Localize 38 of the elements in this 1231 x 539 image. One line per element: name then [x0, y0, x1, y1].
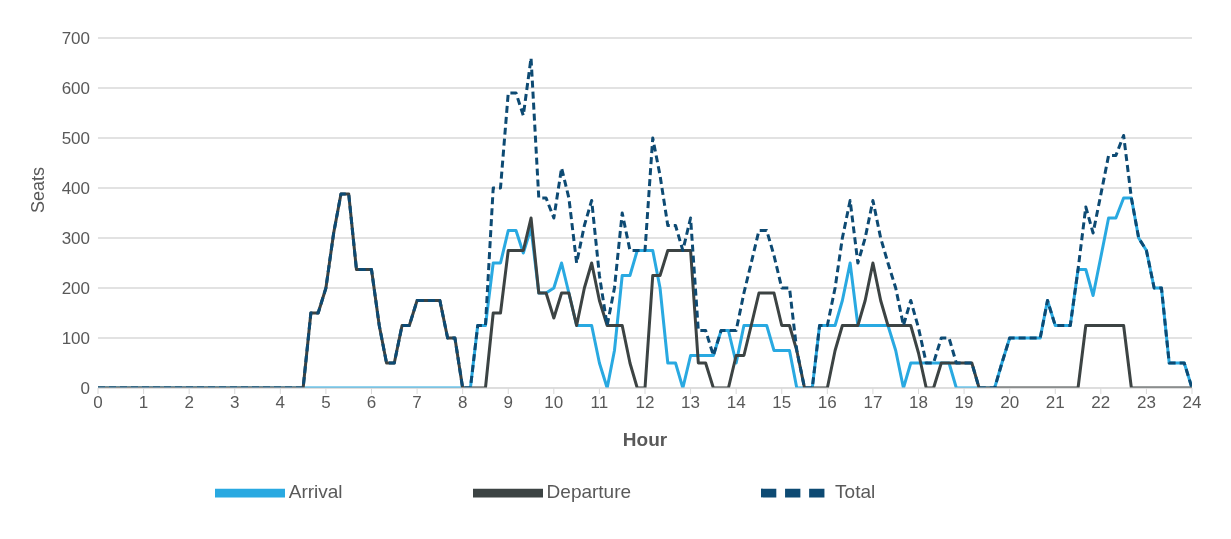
x-tick-label: 5	[321, 393, 331, 413]
x-tick-label: 2	[184, 393, 194, 413]
y-tick-label: 500	[61, 129, 90, 149]
x-tick-label: 21	[1045, 393, 1065, 413]
x-tick-label: 3	[230, 393, 240, 413]
y-axis-title: Seats	[28, 166, 49, 213]
x-tick-label: 23	[1136, 393, 1156, 413]
x-tick-label: 15	[772, 393, 792, 413]
legend-label: Arrival	[288, 481, 343, 503]
x-tick-label: 14	[726, 393, 746, 413]
y-tick-label: 600	[61, 79, 90, 99]
x-tick-label: 11	[590, 393, 609, 413]
x-tick-label: 22	[1091, 393, 1111, 413]
x-tick-label: 8	[457, 393, 468, 413]
y-tick-label: 300	[61, 229, 90, 249]
x-tick-label: 9	[503, 393, 513, 413]
y-tick-label: 100	[61, 329, 90, 349]
x-tick-label: 4	[275, 393, 286, 413]
x-tick-label: 17	[863, 393, 883, 413]
legend-label: Departure	[546, 481, 632, 503]
x-tick-label: 18	[909, 393, 928, 413]
x-tick-label: 6	[366, 393, 377, 413]
x-tick-label: 16	[817, 393, 837, 413]
legend-label: Total	[835, 481, 876, 503]
x-tick-label: 1	[138, 393, 149, 413]
x-tick-label: 7	[412, 393, 422, 413]
x-axis-title: Hour	[622, 429, 668, 450]
x-tick-label: 12	[635, 393, 655, 413]
x-tick-label: 10	[544, 393, 564, 413]
y-tick-label: 700	[61, 29, 90, 49]
x-tick-label: 13	[681, 393, 701, 413]
x-tick-label: 20	[1000, 393, 1020, 413]
y-tick-label: 0	[80, 379, 90, 399]
x-tick-label: 19	[954, 393, 974, 413]
y-tick-label: 400	[61, 179, 90, 199]
x-tick-label: 0	[93, 393, 103, 413]
x-tick-label: 24	[1182, 393, 1202, 413]
y-tick-label: 200	[61, 279, 90, 299]
